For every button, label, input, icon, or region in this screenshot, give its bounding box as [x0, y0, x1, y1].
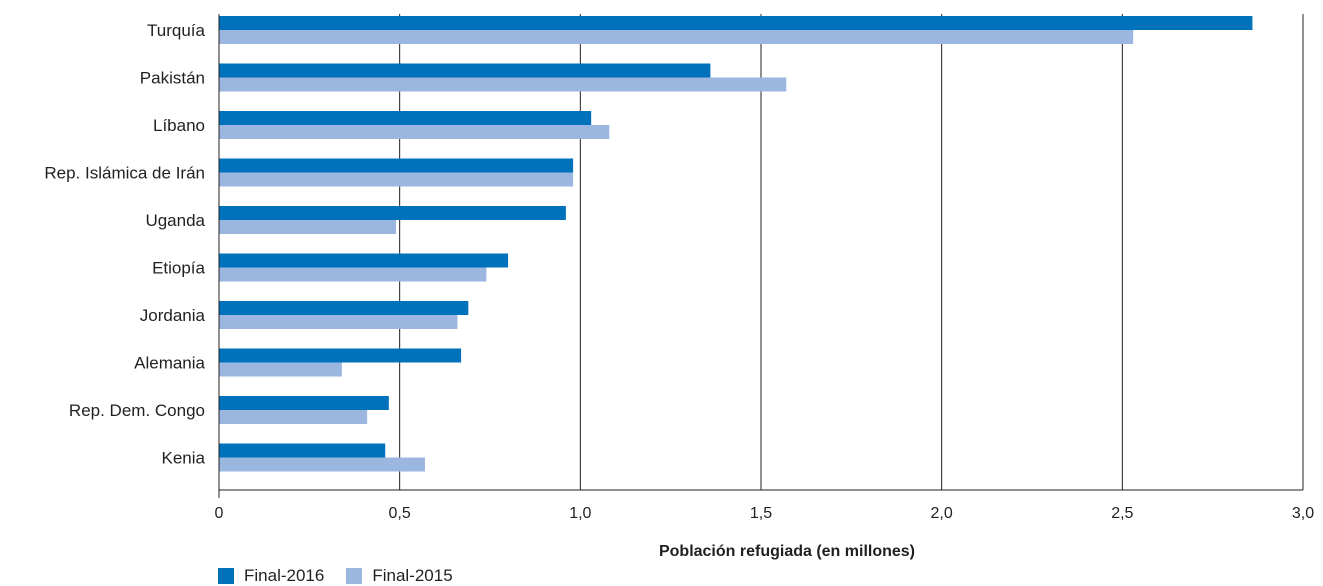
bar-2015: [219, 267, 487, 282]
x-tick-label: 3,0: [1292, 505, 1314, 522]
bar-2015: [219, 315, 458, 329]
category-label: Jordania: [140, 306, 206, 325]
bar-2016: [219, 348, 462, 363]
legend-item-2015: Final-2015: [346, 566, 453, 586]
axes: [218, 14, 1303, 498]
bar-2015: [219, 125, 610, 139]
category-label: Líbano: [153, 116, 205, 135]
bar-2015: [219, 410, 368, 424]
category-label: Kenia: [162, 449, 206, 468]
bar-2015: [219, 220, 397, 234]
x-tick-labels: 0 0,5 1,0 1,5 2,0 2,5 3,0: [215, 505, 1315, 522]
x-tick-label: 2,5: [1111, 505, 1133, 522]
x-tick-label: 0: [215, 505, 224, 522]
legend-label-2015: Final-2015: [372, 566, 453, 585]
x-axis-title: Población refugiada (en millones): [659, 543, 915, 560]
legend-swatch-2016: [218, 568, 234, 584]
bar-2015: [219, 30, 1134, 44]
bar-2016: [219, 253, 509, 268]
category-label: Turquía: [147, 21, 206, 40]
category-label: Pakistán: [140, 69, 205, 88]
bar-2016: [219, 16, 1253, 30]
bar-2016: [219, 63, 711, 78]
bar-2016: [219, 396, 389, 410]
gridlines: [399, 14, 1304, 490]
bar-2016: [219, 443, 386, 458]
bars: [219, 16, 1253, 472]
category-label: Alemania: [134, 354, 205, 373]
bar-2016: [219, 206, 566, 220]
legend-label-2016: Final-2016: [244, 566, 325, 585]
legend-item-2016: Final-2016: [218, 566, 324, 586]
bar-2016: [219, 111, 592, 125]
category-label: Rep. Islámica de Irán: [44, 164, 205, 183]
bar-2016: [219, 158, 574, 173]
x-tick-label: 0,5: [389, 505, 411, 522]
bar-2015: [219, 77, 787, 92]
x-tick-label: 1,5: [750, 505, 772, 522]
bar-2015: [219, 172, 574, 187]
bar-2015: [219, 457, 425, 472]
x-tick-label: 2,0: [931, 505, 953, 522]
category-label: Uganda: [145, 211, 205, 230]
category-label: Rep. Dem. Congo: [69, 401, 205, 420]
category-labels: Turquía Pakistán Líbano Rep. Islámica de Ir…: [44, 21, 205, 468]
category-label: Etiopía: [152, 259, 205, 278]
legend: Final-2016 Final-2015: [218, 566, 475, 586]
bar-2015: [219, 362, 342, 377]
x-tick-label: 1,0: [569, 505, 591, 522]
legend-swatch-2015: [346, 568, 363, 584]
bar-2016: [219, 301, 469, 315]
